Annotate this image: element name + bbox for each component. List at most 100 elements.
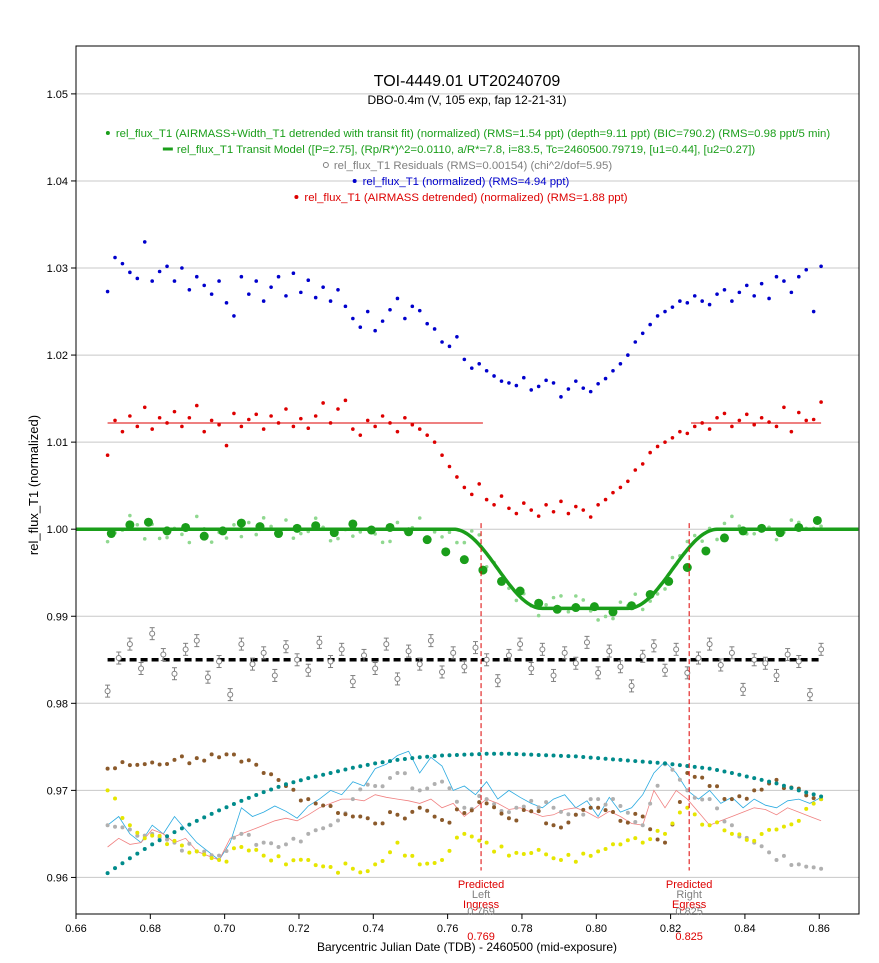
comp-teal-point <box>789 786 794 791</box>
comp-yellow-point <box>521 851 526 856</box>
normalized-point <box>113 255 117 260</box>
detrended-point <box>455 475 459 479</box>
detrended-point <box>744 412 749 417</box>
normalized-point <box>507 381 511 385</box>
comp-brown-point <box>499 811 504 816</box>
detrended-fit-raw-point <box>247 520 251 525</box>
comp-yellow-point <box>231 846 236 851</box>
comp-teal-point <box>767 779 772 784</box>
normalized-point <box>165 264 169 269</box>
comp-yellow-point <box>752 838 757 843</box>
normalized-point <box>700 299 704 303</box>
comp-yellow-point <box>729 831 734 836</box>
detrended-point <box>670 435 675 440</box>
detrended-fit-binned-point <box>366 525 376 535</box>
comp-teal-point <box>759 777 764 782</box>
comp-silver-point <box>261 840 266 845</box>
detrended-fit-raw-point <box>581 598 586 602</box>
detrended-fit-binned-point <box>627 601 637 611</box>
legend-entry: rel_flux_T1 (normalized) (RMS=4.94 ppt) <box>352 176 570 188</box>
comp-teal-point <box>462 752 467 757</box>
detrended-point <box>172 409 177 414</box>
comp-brown-point <box>246 758 251 763</box>
legend-marker <box>352 179 357 183</box>
normalized-point <box>789 290 794 295</box>
comp-yellow-point <box>440 858 445 863</box>
comp-yellow-point <box>298 857 303 862</box>
comp-teal-point <box>291 780 296 785</box>
residual-point <box>561 649 568 656</box>
detrended-point <box>782 405 786 410</box>
comp-silver-point <box>819 866 824 871</box>
detrended-fit-binned-point <box>459 555 469 565</box>
normalized-point <box>239 274 244 279</box>
comp-teal-point <box>737 772 742 777</box>
comp-brown-point <box>469 808 474 813</box>
comp-brown-point <box>774 777 779 782</box>
comp-teal-point <box>484 751 489 756</box>
residual-point <box>427 637 434 644</box>
comp-brown-point <box>350 814 355 819</box>
comp-teal-point <box>551 753 556 758</box>
comp-silver-point <box>388 775 393 780</box>
normalized-point <box>105 289 110 294</box>
normalized-point <box>685 301 690 305</box>
comp-teal-point <box>566 754 571 759</box>
comp-silver-point <box>425 786 430 791</box>
ingress-label: Predicted <box>458 879 504 891</box>
comp-teal-point <box>402 757 407 762</box>
comp-silver-point <box>640 823 645 828</box>
detrended-point <box>492 503 496 507</box>
comp-yellow-point <box>313 863 318 868</box>
comp-silver-point <box>350 797 355 802</box>
comp-yellow-point <box>707 823 712 828</box>
egress-value: 0.825 <box>675 906 703 918</box>
detrended-point <box>707 427 712 431</box>
normalized-point <box>536 384 541 389</box>
normalized-point <box>388 307 392 312</box>
normalized-point <box>440 340 444 344</box>
detrended-point <box>544 503 548 507</box>
detrended-fit-raw-point <box>135 522 140 527</box>
detrended-fit-binned-point <box>329 528 339 538</box>
normalized-point <box>774 274 779 279</box>
comp-teal-point <box>172 830 177 835</box>
detrended-point <box>759 415 764 420</box>
normalized-point <box>209 292 214 296</box>
detrended-point <box>529 508 534 512</box>
comp-teal-point <box>283 782 288 787</box>
detrended-point <box>113 418 117 423</box>
detrended-fit-raw-point <box>358 530 363 534</box>
normalized-point <box>782 279 786 283</box>
normalized-point <box>150 279 154 283</box>
comp-silver-point <box>648 801 653 806</box>
normalized-point <box>566 387 571 391</box>
comp-silver-point <box>685 788 690 793</box>
residual-point <box>316 639 323 646</box>
residual-point <box>494 677 501 684</box>
normalized-point <box>232 314 236 318</box>
detrended-fit-raw-point <box>209 540 214 544</box>
residual-point <box>505 652 512 659</box>
comp-teal-point <box>603 756 608 761</box>
residual-point <box>416 661 423 668</box>
residual-point <box>617 663 624 670</box>
residual-point <box>595 669 602 676</box>
detrended-fit-raw-point <box>165 535 169 540</box>
detrended-fit-binned-point <box>794 522 804 532</box>
detrended-fit-raw-point <box>551 595 556 600</box>
detrended-point <box>640 462 645 466</box>
comp-yellow-point <box>261 853 266 858</box>
comp-brown-point <box>365 816 370 821</box>
detrended-point <box>730 424 734 429</box>
residual-point <box>394 675 401 682</box>
detrended-point <box>194 403 199 408</box>
detrended-point <box>388 421 392 425</box>
comp-yellow-point <box>774 827 779 832</box>
detrended-fit-raw-point <box>715 537 719 542</box>
comp-silver-point <box>358 787 363 792</box>
normalized-point <box>455 334 459 339</box>
normalized-point <box>135 276 140 281</box>
comp-yellow-point <box>670 821 675 826</box>
